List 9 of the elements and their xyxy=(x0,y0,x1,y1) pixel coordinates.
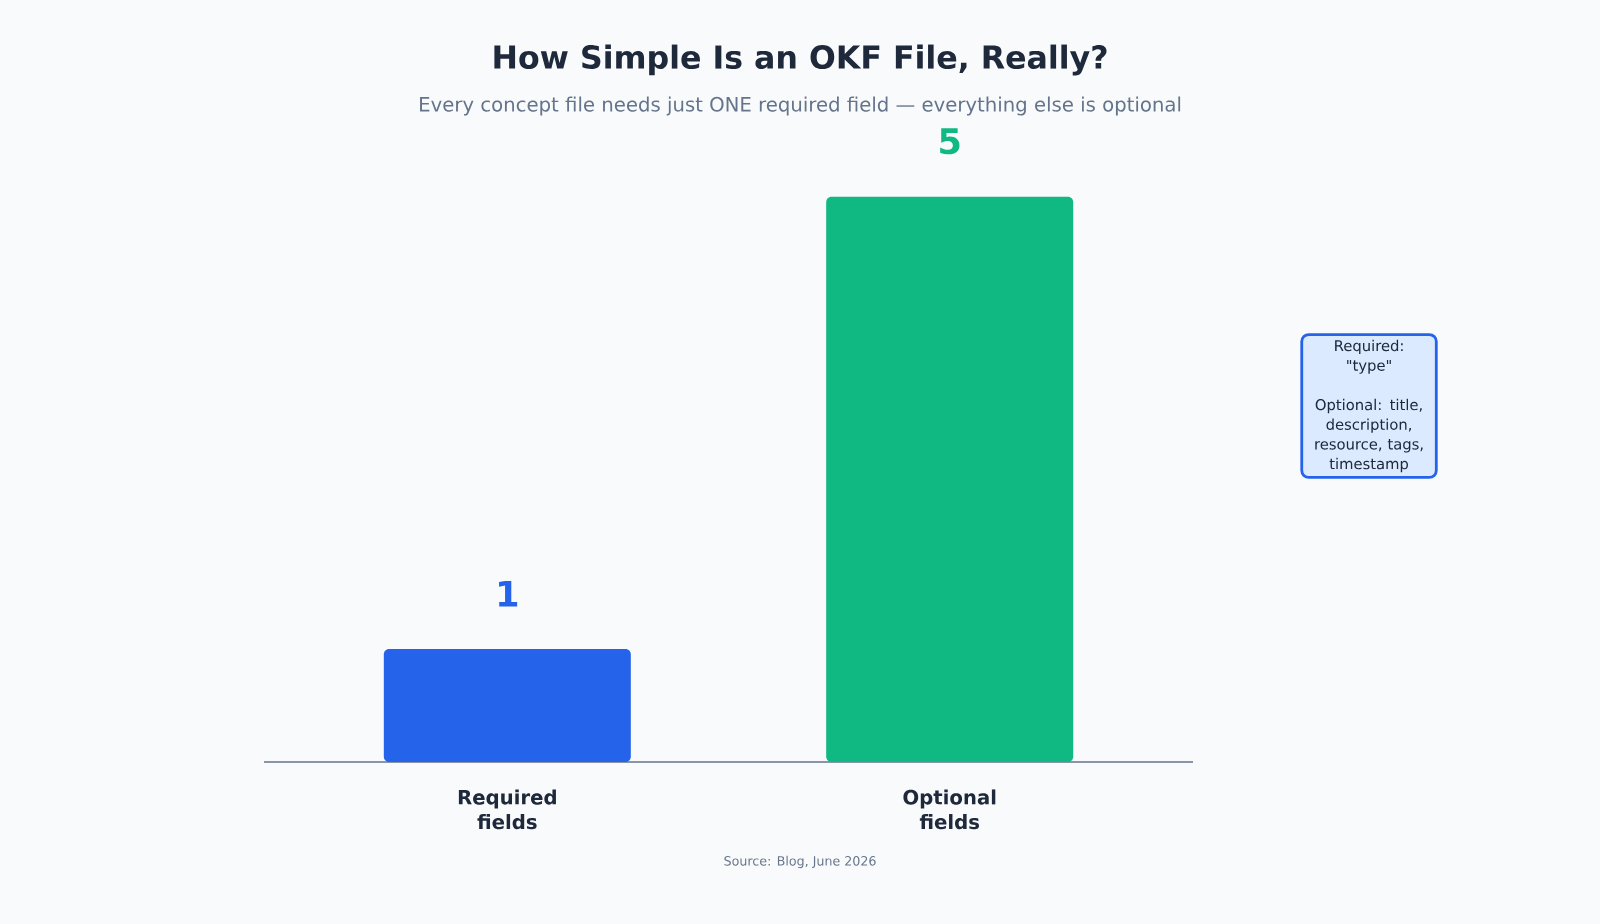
data-label: 5 xyxy=(940,128,960,155)
chart-subtitle: Every concept file needs just ONE required field — everything else is optional xyxy=(420,96,1181,116)
chart-title: How Simple Is an OKF File, Really? xyxy=(494,44,1107,76)
source-note: Source: Blog, June 2026 xyxy=(724,855,876,869)
text: Optional: title, description, resource, tags, timestamp xyxy=(1315,398,1423,473)
text: Required: "type" xyxy=(1335,339,1403,374)
x-tick-label: Optional fields xyxy=(903,789,996,830)
x-tick-label: Required fields xyxy=(458,789,556,830)
data-label: 1 xyxy=(499,580,518,607)
